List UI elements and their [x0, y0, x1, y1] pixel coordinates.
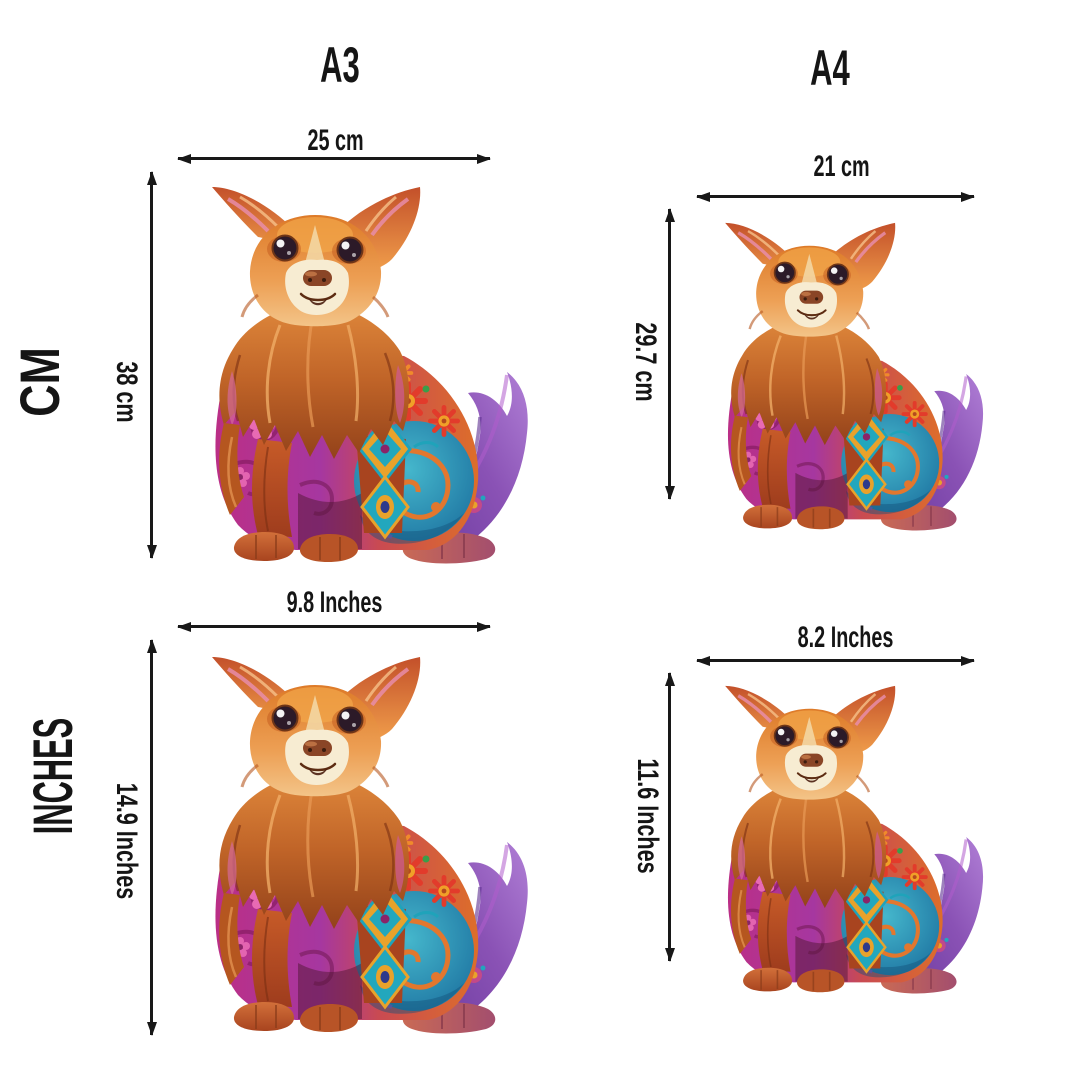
a3-inches-height-label: 14.9 Inches: [110, 782, 143, 900]
a3-inches-width-arrow: [178, 625, 490, 628]
column-header-a4: A4: [720, 43, 940, 93]
a4-inches-height-label: 11.6 Inches: [631, 758, 664, 874]
puzzle-dog-image-a4-cm: [699, 213, 989, 544]
puzzle-dog-image-a3-cm: [180, 175, 535, 580]
a4-cm-height-label: 29.7 cm: [629, 322, 662, 402]
a4-cm-width-label: 21 cm: [813, 150, 871, 183]
column-header-a4-label: A4: [810, 40, 850, 96]
a3-cm-height-arrow: [150, 172, 153, 558]
column-header-a3-label: A3: [320, 37, 360, 93]
row-label-inches-text: INCHES: [21, 717, 84, 835]
a4-inches-height-arrow: [668, 673, 671, 961]
a3-inches-height-arrow: [150, 640, 153, 1035]
puzzle-dog-image-a3-inches: [180, 645, 535, 1050]
a4-inches-width-arrow: [697, 659, 974, 662]
a4-inches-width-label: 8.2 Inches: [798, 621, 894, 654]
row-label-cm: CM: [8, 338, 71, 425]
a3-cm-width-label: 25 cm: [307, 124, 365, 157]
a3-inches-width-label: 9.8 Inches: [287, 586, 383, 619]
a3-cm-height-label: 38 cm: [110, 361, 143, 423]
column-header-a3: A3: [230, 40, 450, 90]
row-label-inches: INCHES: [21, 670, 84, 882]
a3-cm-width-arrow: [178, 157, 490, 160]
a4-cm-width-arrow: [697, 195, 974, 198]
puzzle-dog-image-a4-inches: [699, 676, 989, 1007]
row-label-cm-text: CM: [8, 347, 71, 417]
a4-cm-height-arrow: [668, 209, 671, 499]
